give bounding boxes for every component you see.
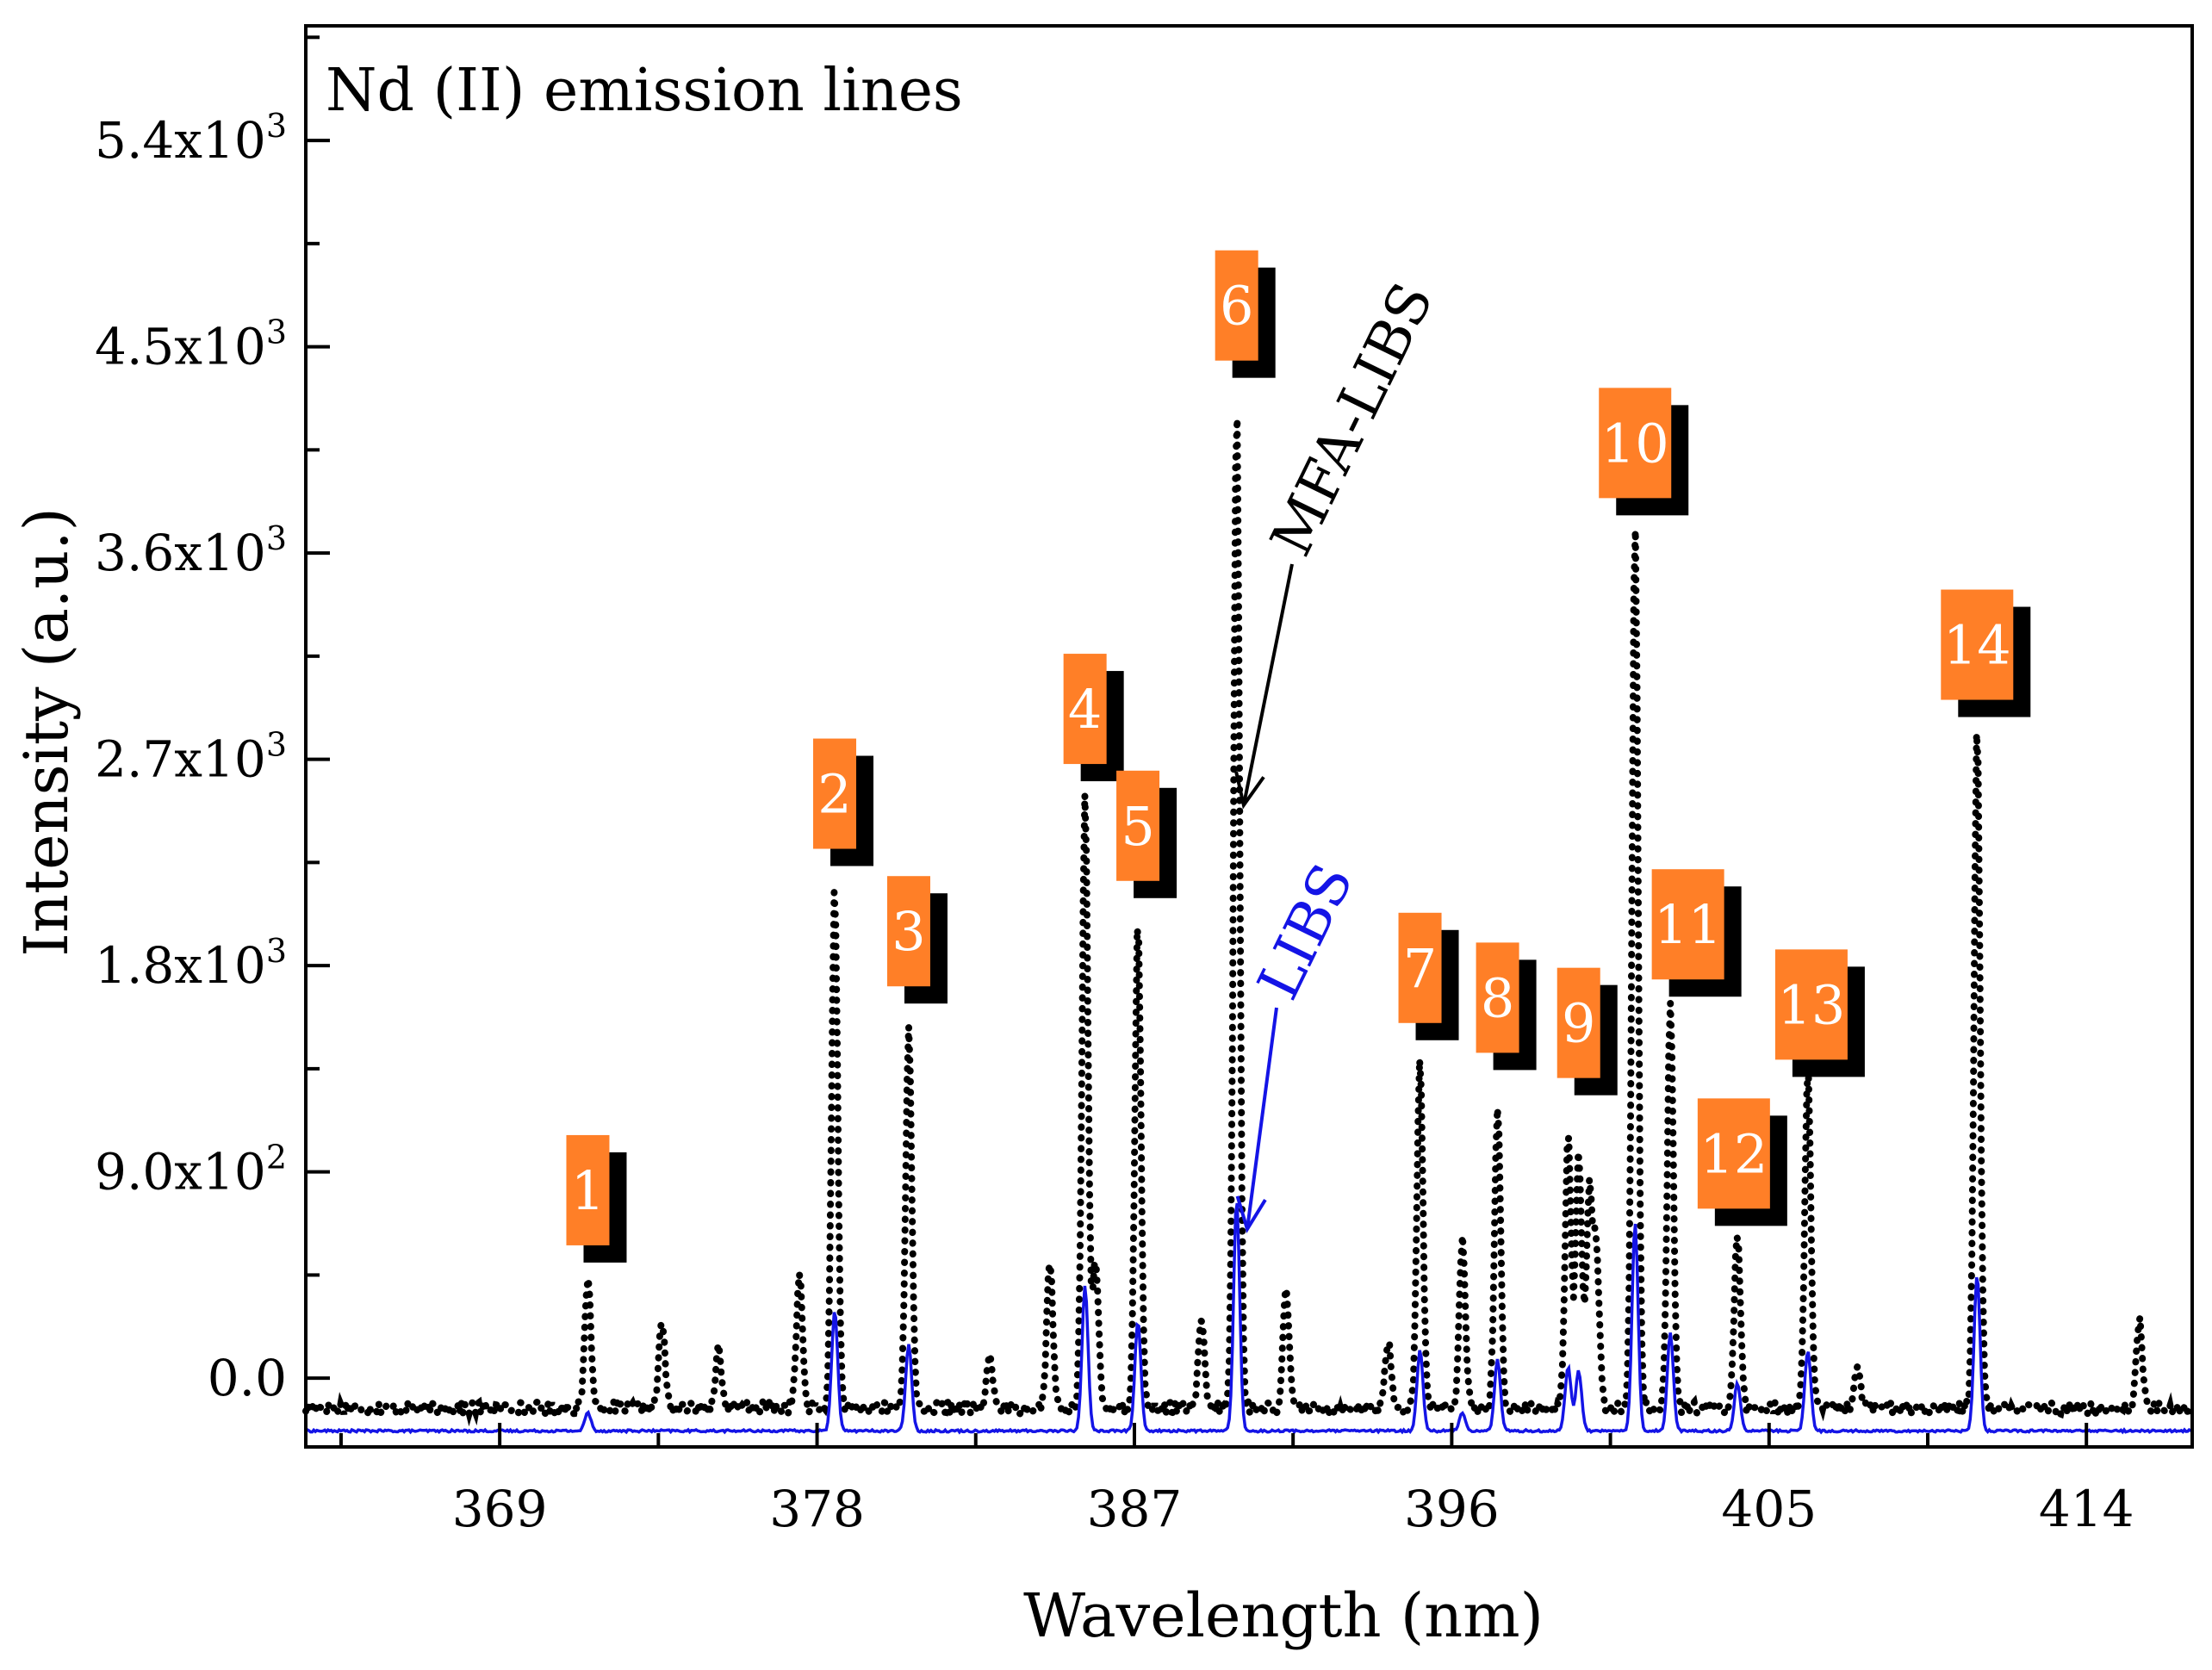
annotation-arrow — [1245, 1007, 1278, 1230]
peak-label-text: 3 — [892, 900, 925, 963]
peak-label-text: 4 — [1068, 678, 1102, 741]
peak-label-text: 12 — [1699, 1122, 1768, 1185]
x-tick-label: 414 — [2039, 1480, 2134, 1538]
x-tick-label: 387 — [1087, 1480, 1183, 1538]
peak-label-10: 10 — [1599, 388, 1689, 516]
annotation-arrowhead — [1235, 1195, 1267, 1234]
peak-label-box — [1215, 250, 1258, 361]
peak-label-box — [1476, 942, 1519, 1053]
plot-title: Nd (II) emission lines — [326, 57, 963, 125]
peak-label-box — [1063, 654, 1107, 765]
peak-label-box — [1941, 589, 2014, 700]
peak-label-text: 9 — [1562, 992, 1595, 1055]
peak-label-3: 3 — [886, 876, 948, 1004]
peak-label-13: 13 — [1774, 949, 1865, 1077]
peak-label-text: 11 — [1654, 893, 1722, 956]
peak-label-text: 6 — [1220, 275, 1253, 338]
y-axis-title: Intensity (a.u.) — [11, 507, 82, 957]
peak-label-text: 2 — [817, 763, 851, 826]
peak-label-text: 7 — [1403, 937, 1437, 1000]
peak-label-12: 12 — [1697, 1098, 1787, 1226]
y-tick-label: 9.0x102 — [95, 1139, 287, 1201]
peak-label-text: 1 — [571, 1159, 605, 1222]
peak-label-box — [1774, 949, 1848, 1060]
peak-label-text: 5 — [1121, 795, 1154, 858]
peak-label-1: 1 — [566, 1134, 627, 1263]
annotation-arrowhead — [1234, 771, 1265, 810]
annotation-arrow — [1241, 563, 1294, 806]
peak-label-box — [886, 876, 930, 987]
y-tick-label: 4.5x103 — [95, 314, 287, 376]
peak-label-6: 6 — [1215, 250, 1276, 378]
y-tick-label: 5.4x103 — [95, 107, 287, 170]
y-tick-label: 2.7x103 — [95, 726, 287, 789]
series-line-libs — [304, 1202, 2192, 1435]
peak-label-box — [1398, 912, 1442, 1023]
peak-label-8: 8 — [1476, 942, 1537, 1071]
peak-label-text: 14 — [1943, 614, 2011, 677]
peak-label-7: 7 — [1398, 912, 1459, 1040]
peak-label-box — [1599, 388, 1672, 499]
y-tick-label: 0.0 — [208, 1349, 287, 1407]
peak-label-9: 9 — [1556, 967, 1618, 1096]
peak-label-box — [1651, 869, 1724, 980]
peak-label-box — [1697, 1098, 1770, 1209]
peak-label-box — [566, 1134, 610, 1245]
series-line-mfa-libs — [302, 419, 2195, 1428]
plot-area — [302, 419, 2195, 1435]
peak-label-2: 2 — [813, 738, 874, 866]
x-tick-label: 369 — [452, 1480, 548, 1538]
x-tick-label: 405 — [1721, 1480, 1817, 1538]
peak-label-14: 14 — [1941, 589, 2031, 717]
y-axis: 0.0 9.0x102 1.8x103 2.7x103 3.6x103 4.5x103 5.… — [95, 35, 330, 1407]
peak-label-4: 4 — [1063, 654, 1124, 782]
peak-label-text: 10 — [1601, 412, 1669, 475]
x-axis: 369 378 387 396 405 414 — [339, 1423, 2134, 1538]
x-tick-label: 396 — [1404, 1480, 1500, 1538]
y-tick-label: 1.8x103 — [95, 932, 287, 995]
peak-label-11: 11 — [1651, 869, 1742, 997]
plot-frame — [304, 24, 2194, 1449]
peak-label-box — [813, 738, 857, 849]
peak-label-text: 13 — [1777, 973, 1845, 1036]
x-axis-title: Wavelength (nm) — [1023, 1580, 1544, 1651]
peak-label-5: 5 — [1116, 770, 1177, 898]
y-tick-label: 3.6x103 — [95, 519, 287, 582]
peak-label-box — [1116, 770, 1160, 881]
x-tick-label: 378 — [769, 1480, 865, 1538]
peak-label-text: 8 — [1481, 966, 1514, 1029]
peak-label-box — [1556, 967, 1600, 1078]
